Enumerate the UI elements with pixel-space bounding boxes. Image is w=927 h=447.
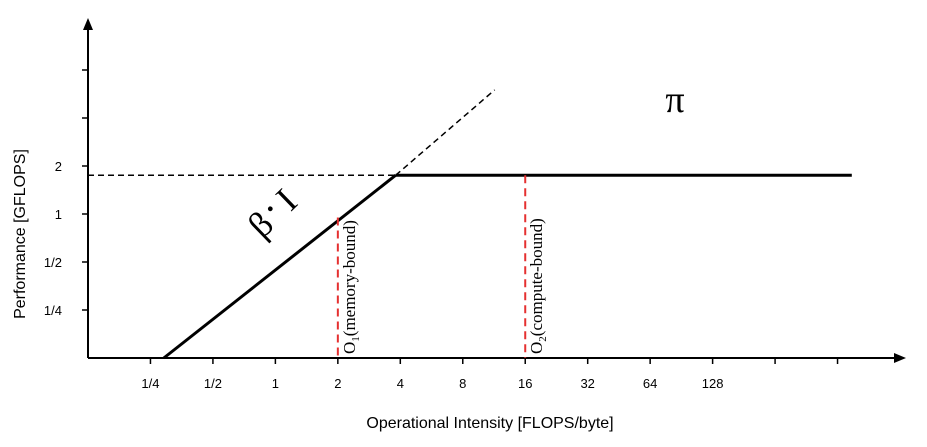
markers-group: O1(memory-bound)O2(compute-bound): [336, 175, 549, 358]
y-tick-label: 1/2: [44, 255, 62, 270]
x-tick-label: 1: [272, 376, 279, 391]
y-tick-label: 2: [55, 159, 62, 174]
marker-label-text: (memory-bound): [340, 220, 359, 336]
axes-group: 1/4 1/2 1 2 4 8 16 32 64 128 1/4 1/2 1 2: [44, 18, 906, 391]
marker-label-subscript: 2: [537, 336, 549, 342]
x-tick-label: 32: [580, 376, 594, 391]
y-tick-label: 1: [55, 207, 62, 222]
x-tick-label: 1/4: [141, 376, 159, 391]
x-tick-label: 64: [643, 376, 657, 391]
x-axis-arrowhead: [894, 353, 906, 363]
marker-label-1: O1(memory-bound): [340, 220, 362, 354]
slope-label: β • I: [240, 181, 305, 245]
marker-label-text: (compute-bound): [527, 218, 546, 336]
x-tick-label: 8: [459, 376, 466, 391]
marker-label-main: O: [340, 342, 359, 354]
pi-label: π: [665, 79, 684, 121]
series-line-0: [162, 174, 397, 360]
x-tick-label: 16: [518, 376, 532, 391]
x-tick-label: 1/2: [204, 376, 222, 391]
y-tick-label: 1/4: [44, 303, 62, 318]
marker-label-main: O: [527, 342, 546, 354]
x-tick-label: 128: [702, 376, 724, 391]
x-axis-title: Operational Intensity [FLOPS/byte]: [366, 415, 613, 432]
marker-label-subscript: 1: [350, 336, 362, 342]
y-axis-title: Performance [GFLOPS]: [12, 149, 29, 319]
x-tick-label: 2: [334, 376, 341, 391]
marker-label-2: O2(compute-bound): [527, 218, 549, 354]
y-axis-arrowhead: [83, 18, 93, 30]
x-tick-label: 4: [397, 376, 404, 391]
dashed-guide-line-1: [395, 89, 496, 176]
labels-group: Operational Intensity [FLOPS/byte] Perfo…: [12, 79, 685, 432]
series-group: [88, 89, 852, 360]
